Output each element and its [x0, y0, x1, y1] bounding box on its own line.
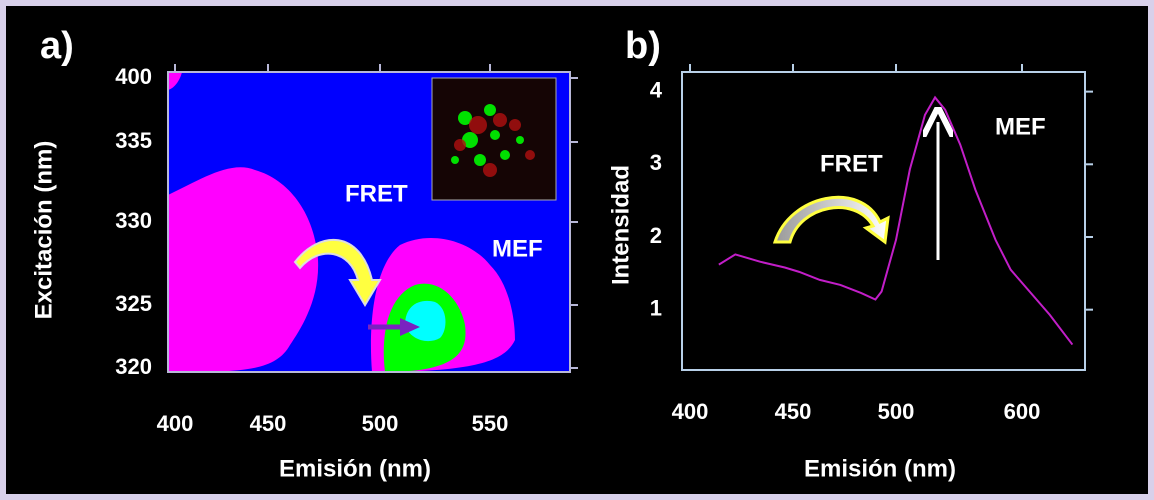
x-tick-label: 450: [250, 411, 287, 436]
x-tick-label: 400: [157, 411, 194, 436]
y-tick-label: 335: [115, 128, 152, 153]
figure: 400 450 500 550 320 325 330 335 400 a) Emisión (nm…: [0, 0, 1154, 500]
annotation: MEF: [995, 113, 1046, 140]
y-tick-label: 4: [650, 77, 663, 102]
x-axis-title: Emisión (nm): [279, 455, 431, 482]
y-axis-title: Intensidad: [607, 165, 634, 285]
panel-label: b): [625, 25, 661, 67]
x-tick-label: 500: [362, 411, 399, 436]
x-tick-label: 550: [472, 411, 509, 436]
page: {"chart_data": [ {"type": "contour", "pa…: [0, 0, 1154, 500]
y-axis-title: Excitación (nm): [30, 141, 57, 320]
y-tick-label: 325: [115, 291, 152, 316]
annotation: FRET: [345, 180, 408, 207]
y-tick-label: 330: [115, 208, 152, 233]
y-tick-label: 1: [650, 295, 662, 320]
x-tick-label: 600: [1004, 399, 1041, 424]
x-tick-label: 500: [878, 399, 915, 424]
y-tick-label: 2: [650, 223, 662, 248]
y-tick-label: 3: [650, 150, 662, 175]
panel-label: a): [40, 25, 74, 67]
annotation: FRET: [820, 150, 883, 177]
y-tick-label: 400: [115, 64, 152, 89]
contour-map: [168, 72, 570, 372]
y-tick-label: 320: [115, 354, 152, 379]
x-tick-label: 450: [775, 399, 812, 424]
x-tick-label: 400: [672, 399, 709, 424]
annotation: MEF: [492, 235, 543, 262]
x-axis-title: Emisión (nm): [804, 455, 956, 482]
